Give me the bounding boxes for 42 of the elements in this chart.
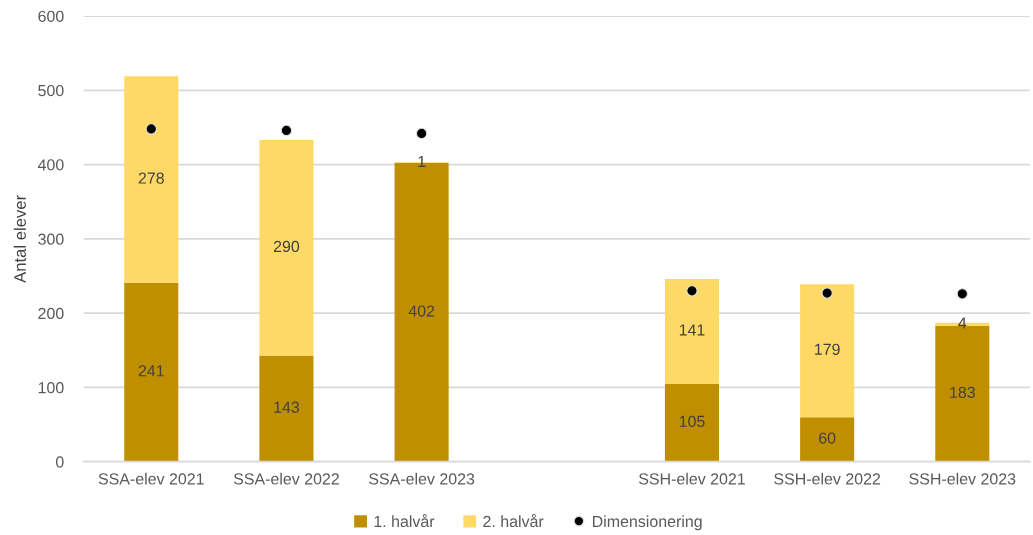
x-tick-label: SSA-elev 2021 [98,472,204,485]
data-label: 141 [679,324,705,336]
data-label: 4 [958,317,967,329]
data-label: 60 [819,432,836,444]
data-label: 183 [950,386,975,399]
data-label: 290 [273,240,300,253]
legend-label: 1. halvår [374,514,435,528]
point [145,123,157,135]
bar [664,383,719,462]
bar [259,140,314,356]
bar [800,284,855,418]
data-label: 143 [274,401,300,413]
point [956,288,969,300]
bar [124,282,179,462]
data-label: 278 [138,172,164,184]
point [415,127,428,140]
bar [259,355,314,462]
bar [664,278,719,384]
legend-label: Dimensionering [592,515,702,531]
data-label: 105 [679,415,705,427]
legend-label: 2. halvår [483,514,544,528]
data-label: 179 [815,343,840,355]
y-tick-label: 100 [38,382,64,394]
bar [124,76,179,283]
bar [800,417,855,462]
y-tick-label: 300 [38,233,64,245]
data-label: 241 [138,365,164,377]
point [821,287,833,299]
x-tick-label: SSH-elev 2023 [909,472,1016,485]
y-tick-label: 600 [38,10,64,22]
y-tick-label: 500 [38,84,64,97]
x-tick-label: SSH-elev 2022 [774,472,881,485]
y-tick-label: 200 [38,307,64,320]
x-tick-label: SSA-elev 2022 [233,472,339,485]
y-tick-label: 0 [55,456,64,468]
point [686,285,698,297]
y-tick-label: 400 [37,159,64,171]
point [280,124,293,137]
x-tick-label: SSA-elev 2023 [369,472,475,485]
x-tick-label: SSH-elev 2021 [638,472,745,485]
data-label: 402 [408,305,435,317]
y-axis-title: Antal elever [13,195,26,283]
